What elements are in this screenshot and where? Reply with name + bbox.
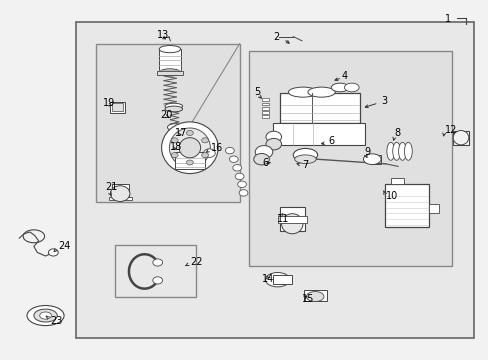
Ellipse shape [164,106,182,112]
Ellipse shape [159,45,180,53]
Bar [262,111,269,114]
Text: 16: 16 [211,143,223,153]
Text: 1: 1 [445,14,450,24]
Ellipse shape [186,160,193,165]
Ellipse shape [201,138,208,143]
Bar [262,116,269,118]
Ellipse shape [153,277,162,284]
Text: 21: 21 [105,182,118,192]
Ellipse shape [239,190,247,196]
Text: 3: 3 [380,96,386,106]
Bar [262,98,269,101]
Bar [428,204,438,213]
Ellipse shape [253,153,269,165]
Text: 8: 8 [394,129,400,138]
Bar [115,244,195,297]
Text: 6: 6 [262,158,268,168]
Ellipse shape [398,142,406,160]
Ellipse shape [110,186,130,202]
Text: 7: 7 [302,159,307,170]
Bar [272,275,292,284]
Bar [304,290,327,301]
Ellipse shape [294,155,316,163]
Bar [369,155,380,163]
Text: 4: 4 [341,71,347,81]
Bar [96,44,239,202]
Text: 14: 14 [261,274,273,284]
Text: 24: 24 [58,241,70,251]
Ellipse shape [40,312,51,319]
Ellipse shape [255,145,272,158]
Ellipse shape [153,259,162,266]
Ellipse shape [201,153,208,158]
Bar [452,131,468,145]
Bar [384,184,428,227]
Ellipse shape [265,273,289,287]
Ellipse shape [386,142,394,160]
Bar [390,178,404,184]
Text: 17: 17 [175,128,187,138]
Ellipse shape [265,138,281,150]
Ellipse shape [169,128,210,167]
Text: 9: 9 [363,147,369,157]
Bar [159,49,180,72]
Text: 23: 23 [50,316,62,325]
Text: 20: 20 [160,110,173,120]
Ellipse shape [293,148,317,161]
Text: 15: 15 [302,294,314,304]
Ellipse shape [452,131,468,145]
Ellipse shape [225,147,234,154]
Text: 6: 6 [328,136,334,146]
Bar [175,152,205,169]
Ellipse shape [179,138,200,158]
Ellipse shape [265,131,281,143]
Ellipse shape [307,87,334,97]
Bar [277,216,306,223]
Bar [110,102,125,113]
Text: 11: 11 [277,214,289,224]
Ellipse shape [363,154,380,165]
Ellipse shape [229,156,238,162]
Bar [112,103,122,111]
Ellipse shape [344,83,358,92]
Ellipse shape [164,103,182,109]
Bar [157,71,183,75]
Ellipse shape [392,142,400,160]
Bar [112,184,129,198]
Ellipse shape [167,124,183,131]
Bar [249,51,451,266]
Text: 5: 5 [254,87,260,97]
Text: 12: 12 [445,125,457,135]
Ellipse shape [186,130,193,135]
Ellipse shape [171,138,178,143]
Ellipse shape [203,149,215,157]
Bar [109,197,132,200]
Ellipse shape [306,292,324,302]
Ellipse shape [288,87,317,97]
Bar [279,207,305,231]
Ellipse shape [404,142,411,160]
Bar [279,93,359,123]
Ellipse shape [171,153,178,158]
Text: 2: 2 [272,32,279,41]
Ellipse shape [235,173,244,180]
Ellipse shape [330,83,348,92]
Text: 10: 10 [385,191,397,201]
Text: 18: 18 [170,142,182,152]
Ellipse shape [34,309,57,322]
Bar [262,107,269,110]
Ellipse shape [48,249,58,256]
Bar [76,22,473,338]
Bar [262,103,269,105]
Ellipse shape [159,69,180,76]
Text: 19: 19 [103,98,115,108]
Ellipse shape [281,214,303,234]
Text: 13: 13 [157,30,169,40]
Ellipse shape [161,122,218,174]
Ellipse shape [232,165,241,171]
Text: 22: 22 [189,257,202,267]
Bar [272,123,365,145]
Ellipse shape [27,306,64,325]
Ellipse shape [237,181,246,188]
